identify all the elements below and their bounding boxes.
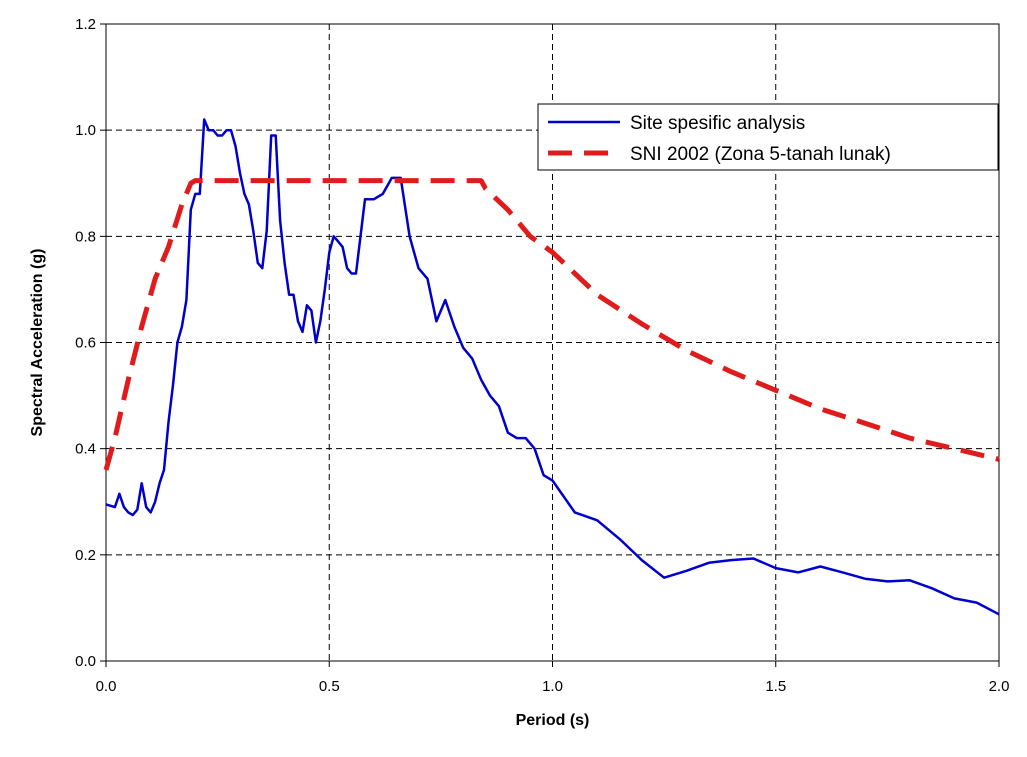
y-tick-label: 0.6 [75,335,96,352]
y-tick-label: 1.2 [75,16,96,33]
y-tick-label: 0.4 [75,441,96,458]
legend-label-1: Site spesific analysis [630,113,805,134]
legend-label-2: SNI 2002 (Zona 5-tanah lunak) [630,144,891,165]
x-tick-label: 0.5 [319,678,340,695]
x-tick-label: 1.5 [765,678,786,695]
axis-ticks: 0.0 0.2 0.4 0.6 0.8 1.0 1.2 0.0 0.5 1.0 1.5 2.0 [75,16,1009,695]
series-line-1 [105,118,1000,616]
y-tick-label: 0.2 [75,547,96,564]
series-line-2 [103,178,1000,471]
series-lines [103,118,1000,616]
y-axis-title: Spectral Acceleration (g) [29,249,46,437]
x-axis-title: Period (s) [516,712,590,729]
x-tick-label: 2.0 [989,678,1010,695]
y-tick-label: 0.0 [75,653,96,670]
legend: Site spesific analysis SNI 2002 (Zona 5-t… [537,103,999,171]
y-tick-label: 1.0 [75,122,96,139]
y-tick-label: 0.8 [75,228,96,245]
x-tick-label: 1.0 [542,678,563,695]
x-tick-label: 0.0 [96,678,117,695]
legend-box [537,103,999,171]
